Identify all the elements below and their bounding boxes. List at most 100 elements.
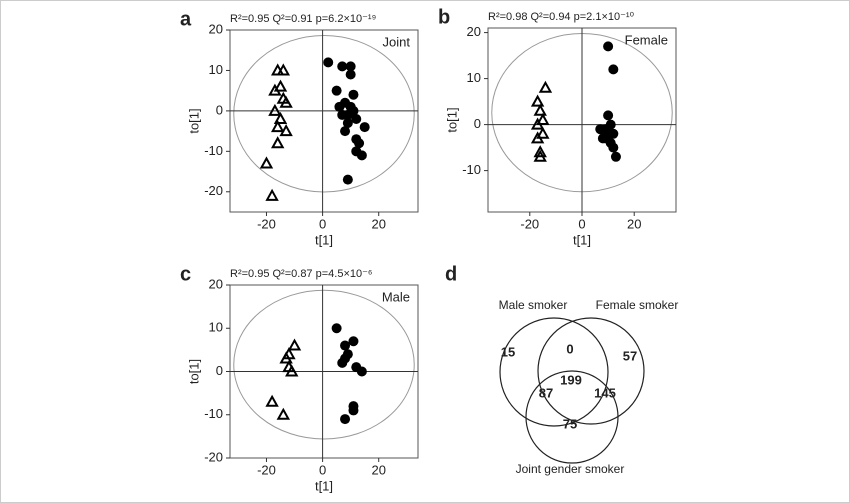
x-tick-label: -20	[520, 216, 539, 231]
y-tick-label: -10	[204, 406, 223, 421]
circle-point	[603, 41, 614, 52]
circle-point	[608, 64, 619, 75]
region-count: 15	[501, 344, 515, 359]
y-tick-label: 10	[209, 320, 223, 335]
panel-letter: d	[445, 263, 457, 285]
region-count: 199	[560, 372, 582, 387]
triangle-point	[265, 394, 279, 407]
panel-letter: a	[180, 8, 192, 30]
x-tick-label: 20	[371, 462, 385, 477]
x-axis-label: t[1]	[315, 232, 333, 247]
triangle-point	[285, 364, 299, 377]
triangle-point	[273, 111, 288, 124]
panel-letter: b	[438, 6, 450, 28]
circle-point	[608, 142, 619, 153]
triangle-point	[265, 188, 279, 201]
y-axis-label: to[1]	[186, 359, 201, 384]
circle-point	[348, 89, 359, 100]
circle-point	[345, 61, 356, 72]
x-tick-label: -20	[257, 216, 276, 231]
triangle-point	[273, 79, 288, 92]
chart-title: R²=0.98 Q²=0.94 p=2.1×10⁻¹⁰	[488, 11, 635, 23]
triangle-point	[533, 145, 547, 158]
y-tick-label: -10	[204, 143, 223, 158]
region-count: 57	[623, 348, 637, 363]
y-tick-label: 20	[209, 21, 223, 36]
set-label: Male smoker	[499, 298, 568, 312]
circle-point	[342, 109, 353, 120]
y-tick-label: 0	[216, 363, 223, 378]
circle-point	[351, 113, 362, 124]
set-label: Female smoker	[596, 298, 679, 312]
circle-point	[603, 110, 614, 121]
venn-circle	[525, 370, 619, 464]
y-tick-label: 20	[467, 24, 481, 39]
triangle-point	[530, 131, 545, 144]
triangle-point	[268, 103, 282, 116]
triangle-point	[530, 117, 545, 130]
y-tick-label: 0	[474, 116, 481, 131]
triangle-point	[533, 103, 547, 116]
triangle-point	[279, 124, 293, 137]
circle-point	[337, 357, 348, 368]
y-tick-label: -20	[204, 449, 223, 464]
x-tick-label: -20	[257, 462, 276, 477]
set-label: Joint gender smoker	[516, 462, 625, 476]
circle-point	[608, 128, 619, 139]
x-tick-label: 20	[371, 216, 385, 231]
chart-title: R²=0.95 Q²=0.87 p=4.5×10⁻⁶	[230, 268, 372, 280]
triangle-point	[276, 407, 291, 420]
circle-point	[340, 414, 351, 425]
circle-point	[356, 366, 367, 377]
x-tick-label: 0	[319, 462, 326, 477]
circle-point	[345, 69, 356, 80]
triangle-point	[279, 95, 293, 108]
y-tick-label: 0	[216, 102, 223, 117]
annotation: Joint	[383, 34, 411, 49]
triangle-point	[271, 136, 285, 149]
circle-point	[337, 61, 348, 72]
x-tick-label: 0	[319, 216, 326, 231]
chart-title: R²=0.95 Q²=0.91 p=6.2×10⁻¹⁹	[230, 13, 376, 25]
circle-point	[597, 133, 608, 144]
circle-point	[331, 85, 342, 96]
annotation: Male	[382, 289, 410, 304]
plot-area	[229, 29, 419, 213]
y-tick-label: 10	[209, 62, 223, 77]
triangle-point	[279, 351, 293, 364]
triangle-point	[536, 112, 550, 125]
venn-circle	[499, 317, 609, 427]
triangle-point	[533, 149, 547, 162]
annotation: Female	[625, 32, 668, 47]
triangle-point	[530, 94, 545, 107]
y-axis-label: to[1]	[186, 108, 201, 133]
y-tick-label: 10	[467, 70, 481, 85]
confidence-ellipse	[233, 34, 415, 193]
circle-point	[605, 119, 616, 130]
x-tick-label: 0	[578, 216, 585, 231]
circle-point	[342, 118, 353, 129]
x-tick-label: 20	[627, 216, 641, 231]
triangle-point	[287, 338, 302, 351]
circle-point	[340, 340, 351, 351]
x-axis-label: t[1]	[573, 232, 591, 247]
triangle-point	[259, 156, 274, 169]
triangle-point	[276, 63, 291, 76]
y-tick-label: -20	[204, 183, 223, 198]
panel-letter: c	[180, 263, 191, 285]
circle-point	[342, 174, 353, 185]
region-count: 0	[566, 341, 573, 356]
triangle-point	[271, 120, 285, 133]
circle-point	[340, 126, 351, 137]
region-count: 87	[539, 385, 553, 400]
venn-circle	[537, 317, 645, 425]
triangle-point	[536, 126, 550, 139]
circle-point	[348, 336, 359, 347]
circle-point	[323, 57, 334, 68]
confidence-ellipse	[233, 289, 415, 440]
circle-point	[331, 323, 342, 334]
region-count: 145	[594, 385, 616, 400]
circle-point	[348, 405, 359, 416]
